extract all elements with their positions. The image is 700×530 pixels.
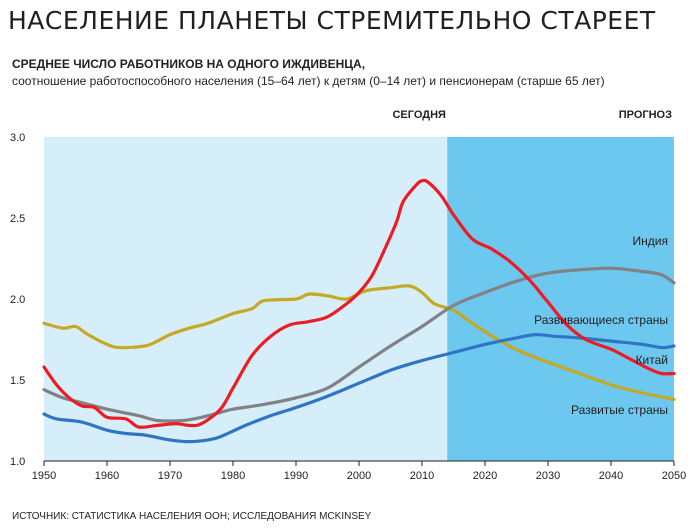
- y-tick-label: 1.5: [10, 375, 25, 387]
- x-tick-label: 2000: [347, 470, 371, 482]
- y-tick-label: 2.5: [10, 213, 25, 225]
- x-tick-label: 2010: [410, 470, 434, 482]
- axis-layer: 1.0 1.5 2.0 2.5 3.0 1950 1960 1970 1980 1990 2000 2…: [10, 132, 686, 482]
- labels-layer: СЕГОДНЯ ПРОГНОЗ Китай Индия Развивающиеся ст…: [392, 109, 672, 417]
- series-label-developed: Развитые страны: [571, 403, 668, 417]
- series-line-india: [42, 266, 676, 423]
- chart-description: соотношение работоспособного населения (…: [12, 74, 605, 88]
- region-today: [44, 137, 448, 461]
- region-label-today: СЕГОДНЯ: [392, 109, 446, 121]
- region-label-forecast: ПРОГНОЗ: [619, 109, 672, 121]
- chart-subtitle: СРЕДНЕЕ ЧИСЛО РАБОТНИКОВ НА ОДНОГО ИЖДИВ…: [12, 57, 366, 71]
- x-tick-label: 2040: [599, 470, 623, 482]
- y-tick-label: 1.0: [10, 456, 25, 468]
- source-note: ИСТОЧНИК: СТАТИСТИКА НАСЕЛЕНИЯ ООН; ИССЛ…: [12, 511, 372, 522]
- series-label-developing: Развивающиеся страны: [534, 313, 668, 327]
- series-label-china: Китай: [636, 353, 668, 367]
- x-tick-label: 2020: [473, 470, 497, 482]
- y-tick-label: 3.0: [10, 132, 25, 144]
- y-tick-label: 2.0: [10, 294, 25, 306]
- x-tick-label: 1970: [158, 470, 182, 482]
- series-layer: [42, 178, 676, 444]
- x-tick-label: 1980: [221, 470, 245, 482]
- x-tick-label: 1950: [32, 470, 56, 482]
- series-label-india: Индия: [633, 234, 668, 248]
- regions-layer: [44, 137, 674, 461]
- x-tick-label: 1990: [284, 470, 308, 482]
- region-forecast: [447, 137, 674, 461]
- x-tick-label: 2030: [536, 470, 560, 482]
- chart-title: НАСЕЛЕНИЕ ПЛАНЕТЫ СТРЕМИТЕЛЬНО СТАРЕЕТ: [8, 6, 656, 35]
- series-line-developing: [42, 332, 676, 444]
- series-line-developed: [42, 284, 676, 401]
- x-tick-label: 1960: [95, 470, 119, 482]
- series-line-china: [42, 178, 676, 429]
- x-tick-label: 2050: [662, 470, 686, 482]
